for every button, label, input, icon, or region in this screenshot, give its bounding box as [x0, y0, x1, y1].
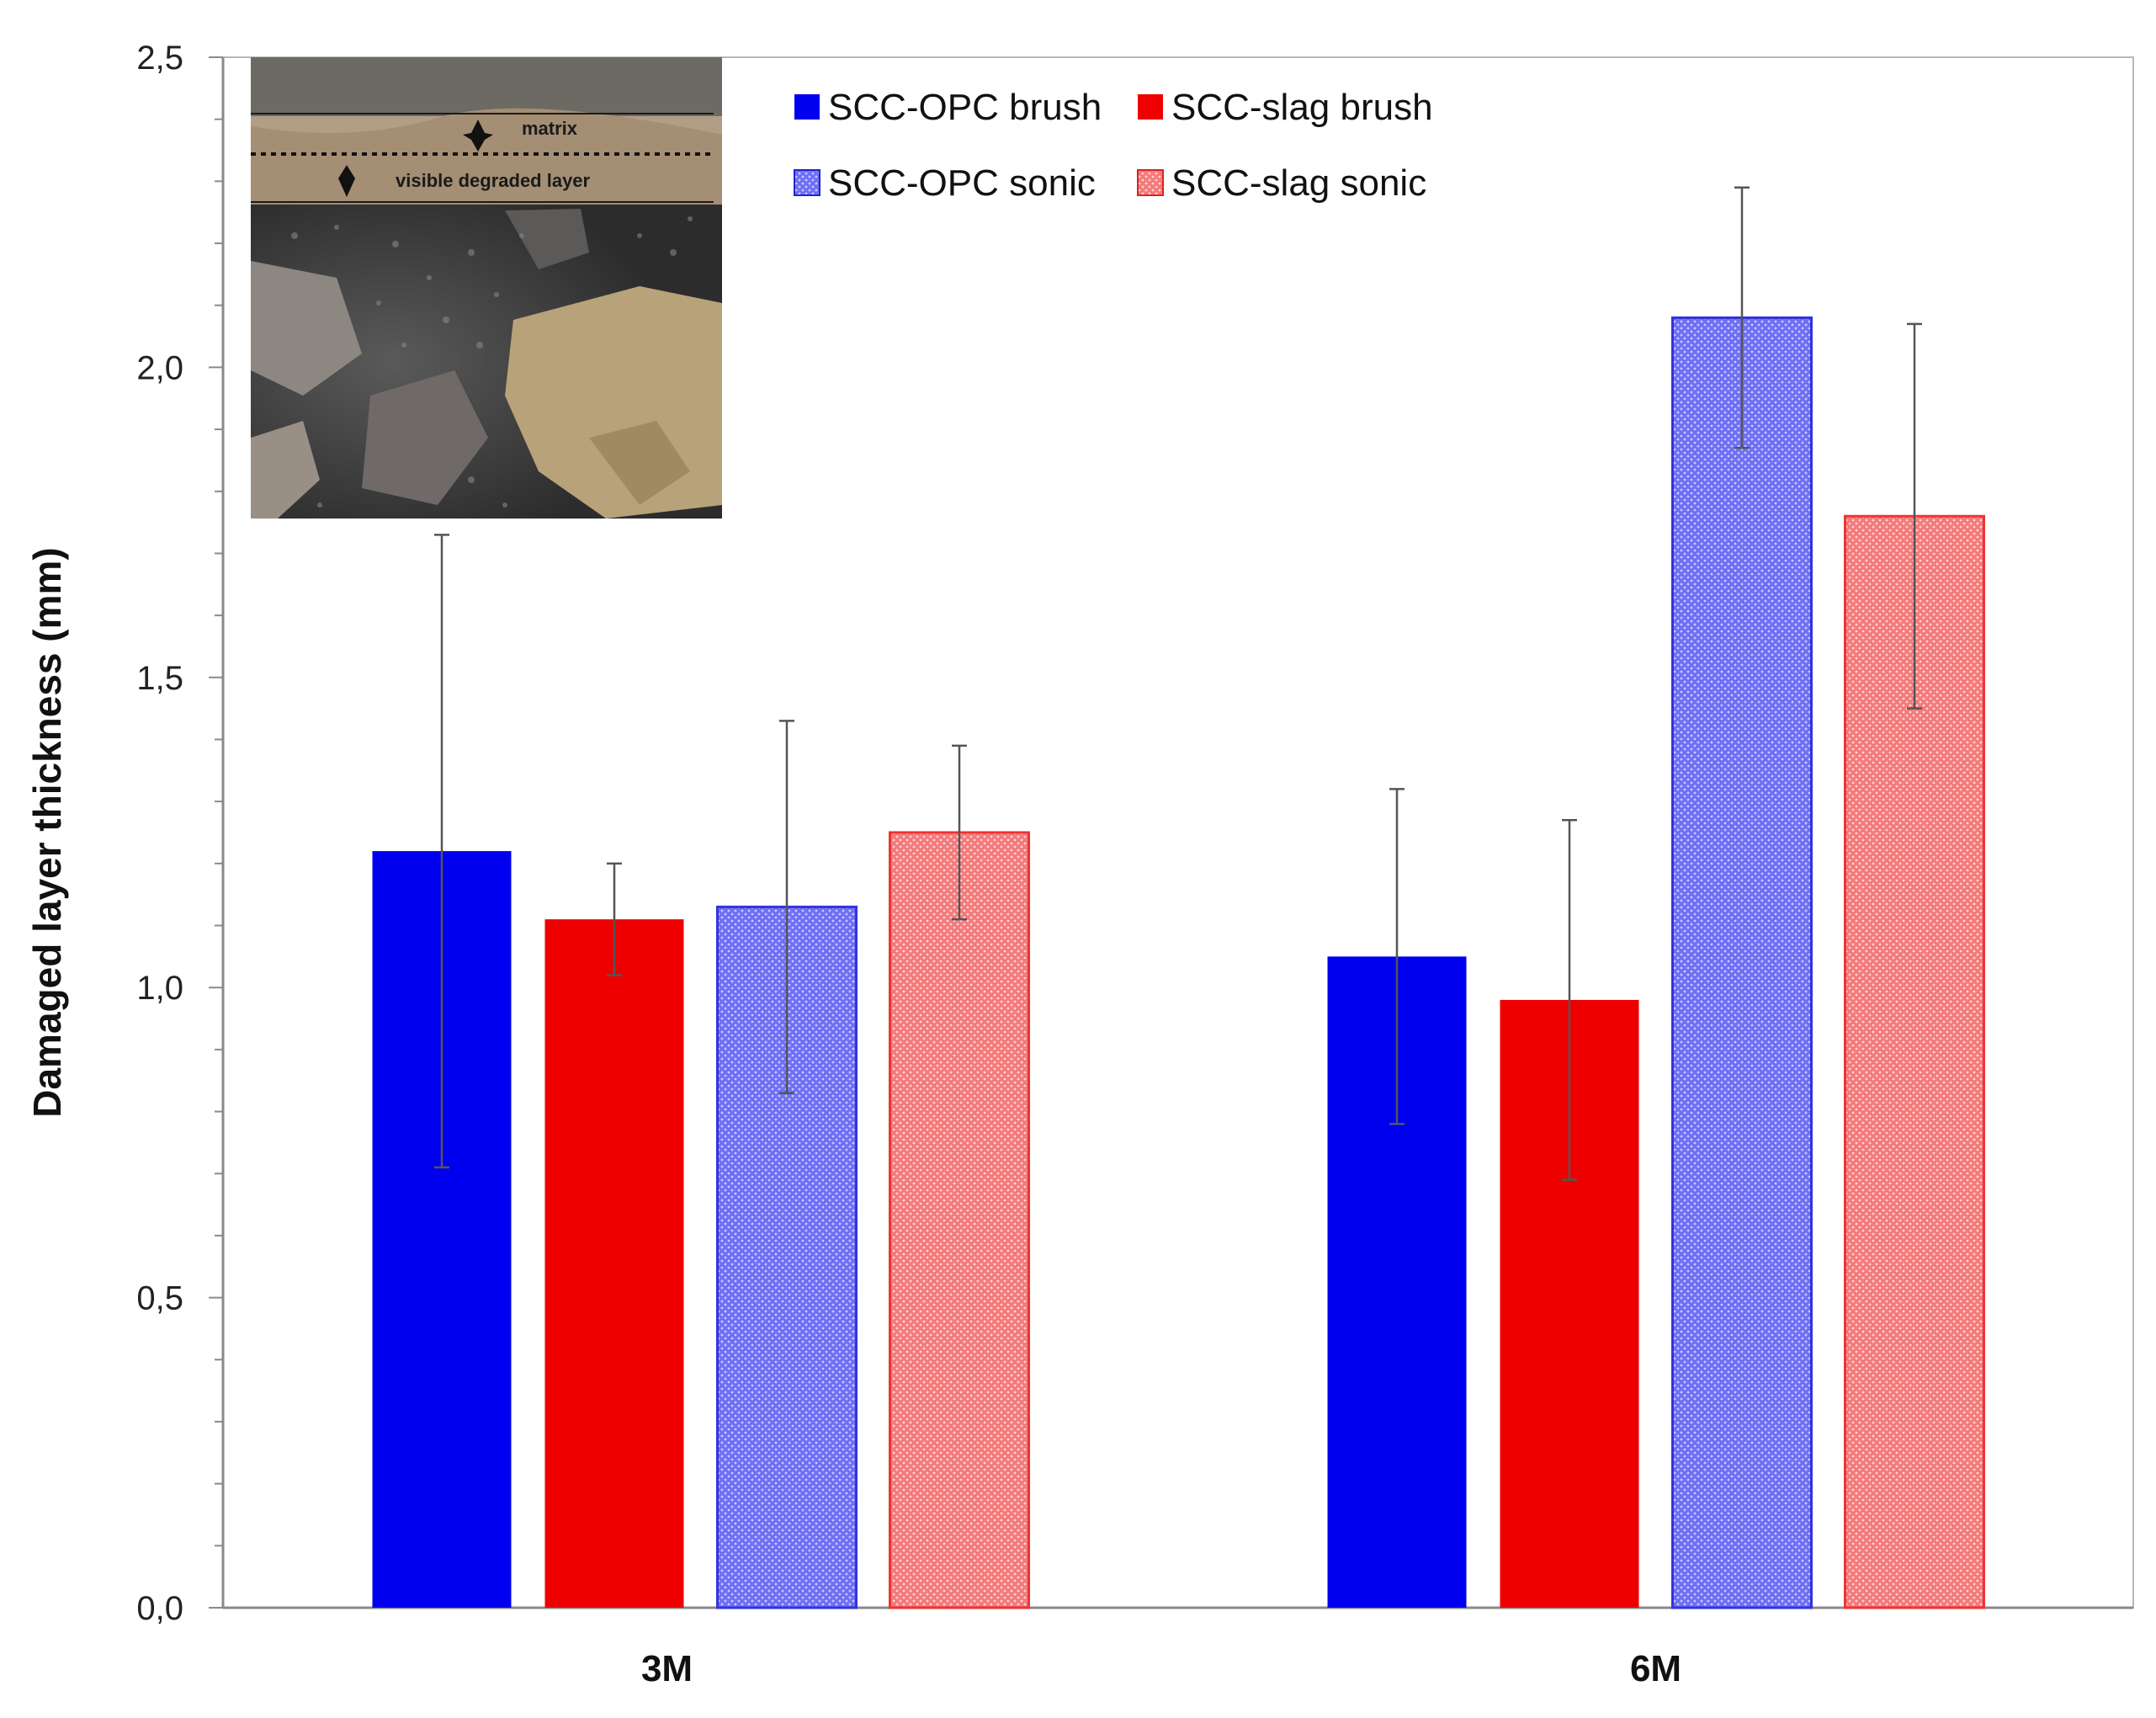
y-tick-label: 0,5	[136, 1280, 183, 1317]
legend-swatch-scc-opc-sonic	[794, 169, 820, 196]
bar-scc-slag-brush-3m	[544, 919, 684, 1608]
legend-label-scc-opc-brush: SCC-OPC brush	[828, 87, 1102, 128]
error-bar-scc-slag-sonic-3m	[952, 744, 967, 921]
y-ticks: 0,0 0,5 1,0 1,5 2,0 2,5	[136, 40, 223, 1627]
error-bar-scc-opc-brush-3m	[434, 534, 449, 1169]
x-category-label: 3M	[641, 1648, 693, 1689]
y-tick-label: 1,5	[136, 660, 183, 697]
error-bar-scc-slag-sonic-6m	[1907, 322, 1922, 710]
y-axis-label: Damaged layer thickness (mm)	[25, 547, 69, 1118]
inset-label-matrix: matrix	[522, 118, 578, 139]
y-tick-label: 2,5	[136, 40, 183, 77]
inset-label-degraded-layer: visible degraded layer	[396, 170, 591, 191]
y-tick-label: 0,0	[136, 1590, 183, 1627]
bar-scc-opc-sonic-6m	[1671, 316, 1813, 1609]
x-category-label: 6M	[1630, 1648, 1681, 1689]
legend-label-scc-opc-sonic: SCC-OPC sonic	[828, 162, 1096, 204]
error-bar-scc-slag-brush-3m	[607, 862, 622, 976]
legend: SCC-OPC brush SCC-slag brush SCC-OPC son…	[794, 87, 1433, 204]
inset-photo: matrix visible degraded layer	[251, 57, 722, 519]
y-tick-label: 1,0	[136, 970, 183, 1007]
category-labels: 3M 6M	[641, 1648, 1681, 1689]
legend-swatch-scc-opc-brush	[794, 94, 820, 120]
error-bars	[434, 186, 1922, 1181]
error-bar-scc-slag-brush-6m	[1562, 819, 1577, 1181]
bar-scc-slag-sonic-3m	[889, 831, 1030, 1609]
legend-swatch-scc-slag-sonic	[1137, 169, 1164, 196]
error-bar-scc-opc-brush-6m	[1389, 788, 1405, 1125]
y-tick-label: 2,0	[136, 349, 183, 386]
legend-label-scc-slag-sonic: SCC-slag sonic	[1171, 162, 1426, 204]
legend-swatch-scc-slag-brush	[1138, 94, 1163, 120]
error-bar-scc-opc-sonic-3m	[779, 720, 794, 1094]
legend-label-scc-slag-brush: SCC-slag brush	[1171, 87, 1433, 128]
error-bar-scc-opc-sonic-6m	[1734, 186, 1750, 449]
